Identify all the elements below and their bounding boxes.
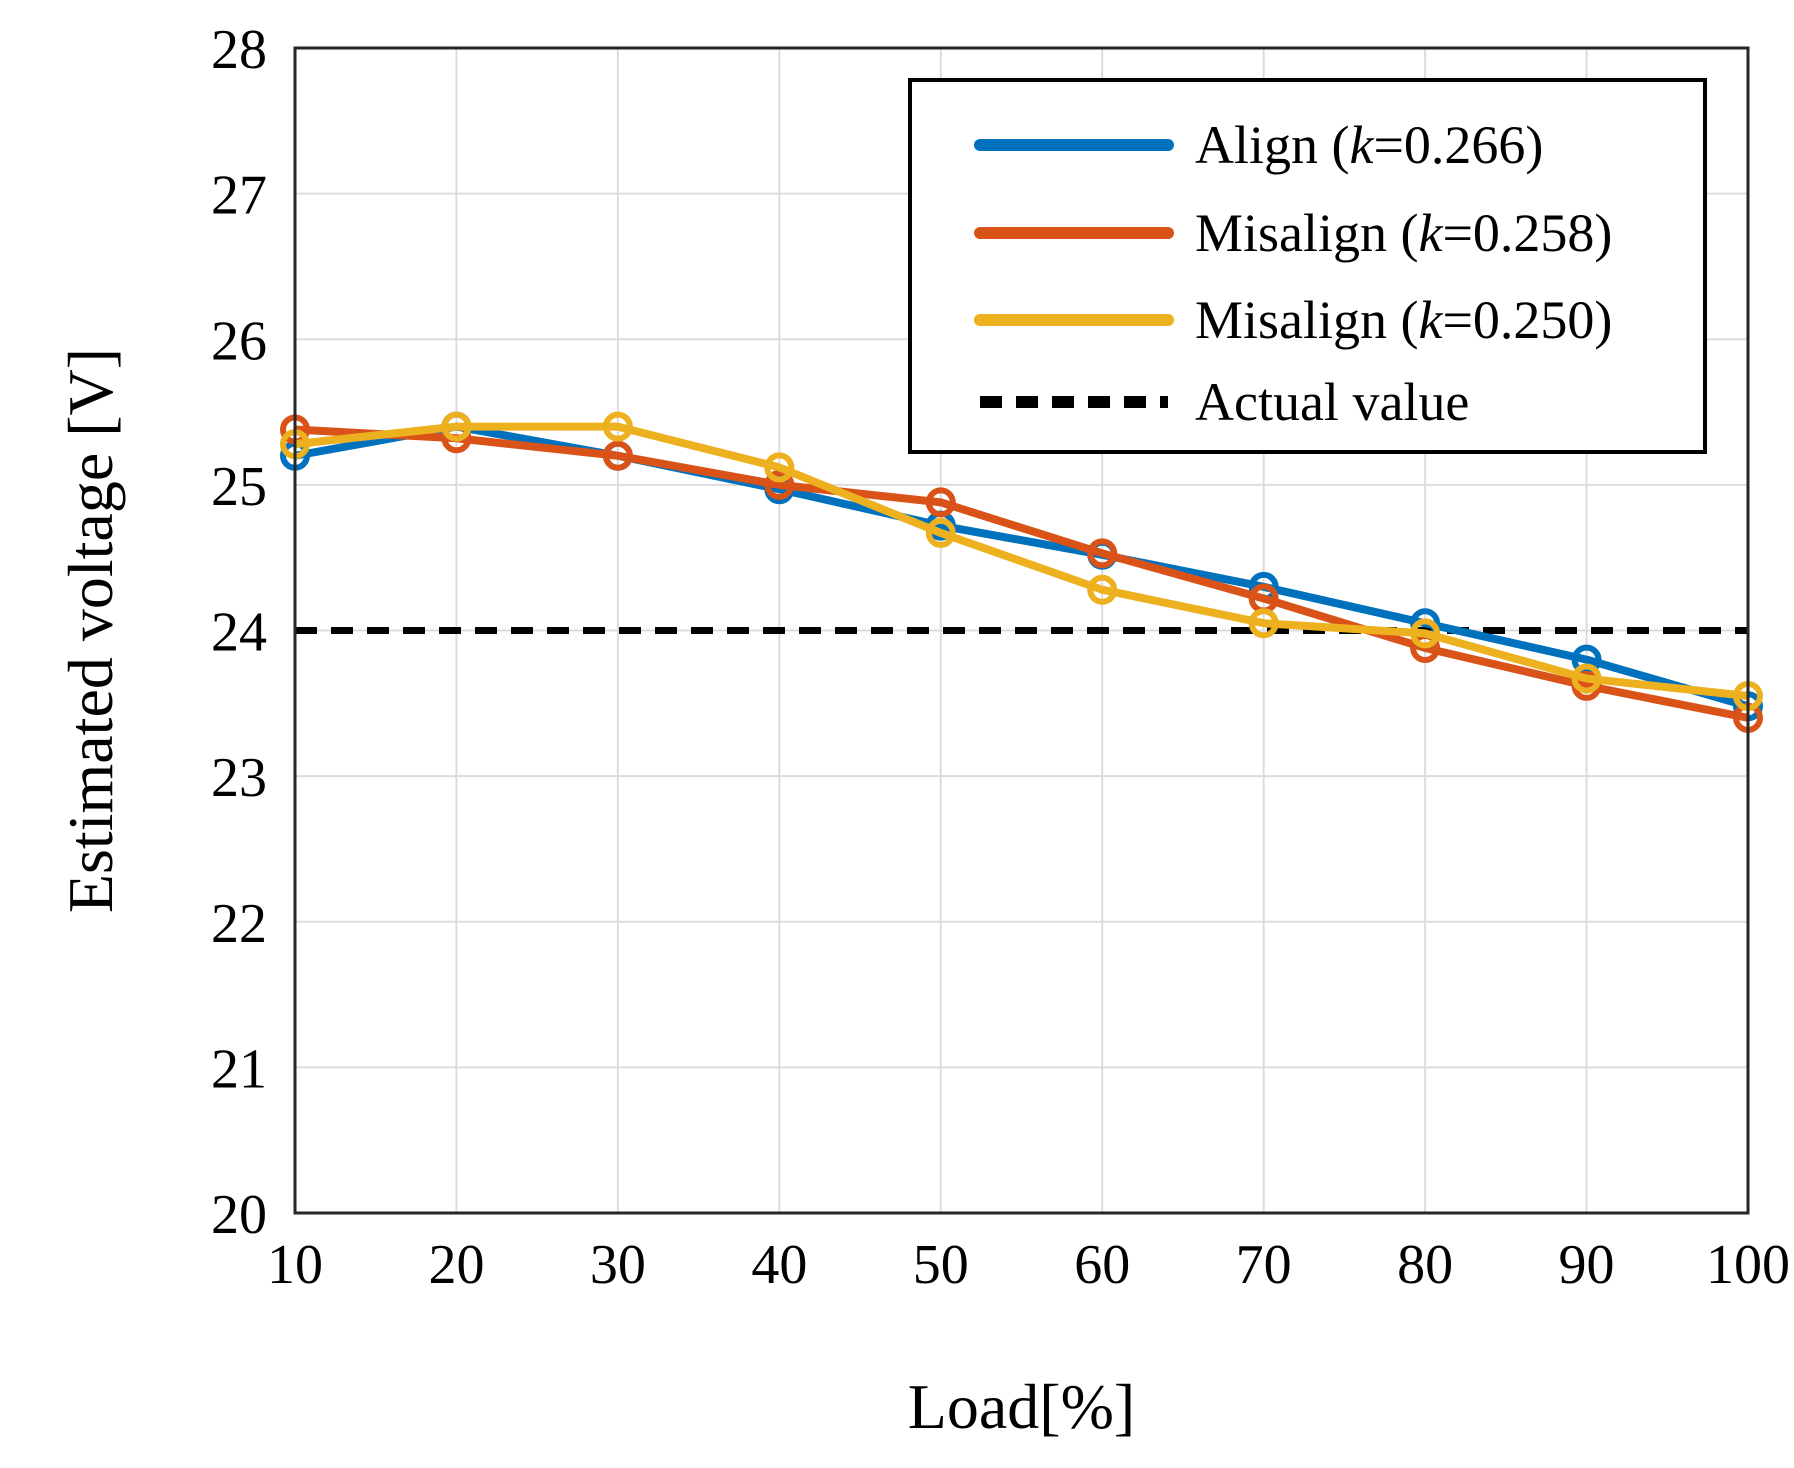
series-2 — [280, 414, 1763, 733]
y-tick-label: 26 — [211, 310, 267, 372]
legend: Align (k=0.266) Misalign (k=0.258) Misalig… — [908, 78, 1707, 454]
x-tick-label: 10 — [267, 1234, 323, 1296]
y-tick-label: 28 — [211, 19, 267, 81]
data-point — [602, 411, 633, 442]
data-point — [1087, 538, 1118, 569]
x-tick-label: 50 — [913, 1234, 969, 1296]
legend-label: Misalign (k=0.250) — [1195, 290, 1612, 350]
data-point — [764, 469, 795, 500]
x-tick-label: 90 — [1559, 1234, 1615, 1296]
x-tick-label: 40 — [751, 1234, 807, 1296]
series-line — [294, 425, 1749, 722]
plot-frame — [293, 46, 1750, 1215]
data-point — [925, 487, 956, 518]
series-line — [294, 422, 1750, 711]
series-line — [294, 422, 1749, 701]
x-tick-label: 20 — [428, 1234, 484, 1296]
y-tick-label: 23 — [211, 747, 267, 809]
y-tick-label: 22 — [211, 893, 267, 955]
legend-label: Misalign (k=0.258) — [1195, 203, 1612, 263]
data-point — [1087, 574, 1118, 605]
data-point — [1410, 618, 1441, 649]
y-tick-labels: 20 21 22 23 24 25 26 27 28 — [211, 19, 267, 1246]
data-point — [1571, 663, 1602, 694]
x-tick-label: 80 — [1397, 1234, 1453, 1296]
data-point — [1248, 608, 1279, 639]
data-point — [602, 440, 633, 471]
y-tick-label: 20 — [211, 1184, 267, 1246]
y-tick-label: 27 — [211, 165, 267, 227]
y-tick-label: 24 — [211, 602, 267, 664]
series-3 — [280, 411, 1763, 712]
legend-label: Actual value — [1195, 372, 1469, 432]
data-point — [441, 411, 472, 442]
data-point — [925, 517, 956, 548]
y-tick-label: 21 — [211, 1038, 267, 1100]
x-tick-label: 30 — [590, 1234, 646, 1296]
x-tick-label: 100 — [1706, 1234, 1790, 1296]
series-group — [280, 411, 1763, 733]
x-tick-labels: 10 20 30 40 50 60 70 80 90 100 — [267, 1234, 1790, 1296]
y-axis-title: Estimated voltage [V] — [55, 348, 126, 913]
data-point — [764, 452, 795, 483]
y-tick-label: 25 — [211, 456, 267, 518]
x-axis-title: Load[%] — [908, 1371, 1135, 1442]
x-tick-label: 60 — [1074, 1234, 1130, 1296]
legend-label: Align (k=0.266) — [1195, 115, 1543, 175]
x-tick-label: 70 — [1236, 1234, 1292, 1296]
